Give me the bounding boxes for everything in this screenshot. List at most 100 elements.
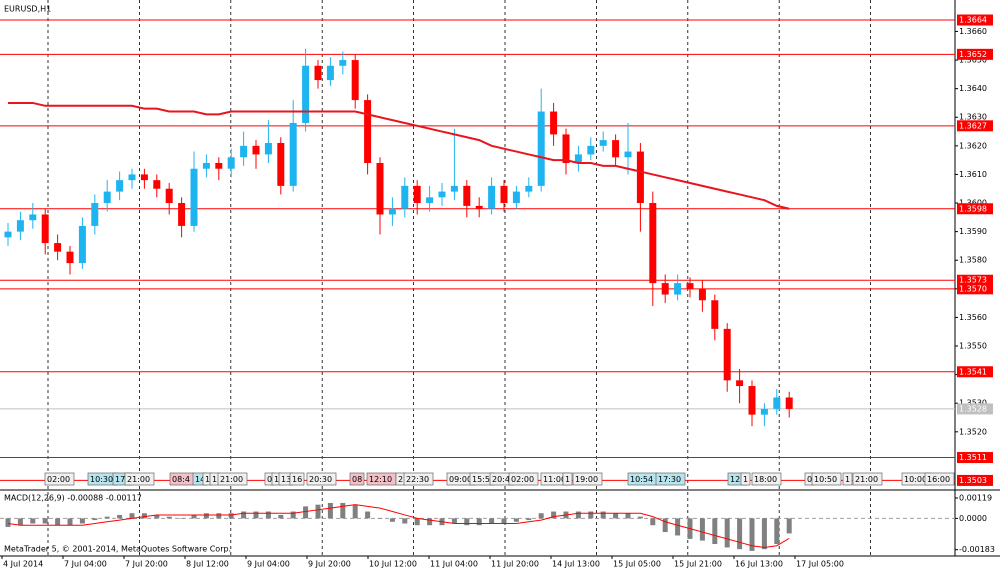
- candle-body: [711, 300, 719, 329]
- level-box: [957, 274, 993, 286]
- object-label: 08: [352, 475, 362, 484]
- candle-body: [103, 191, 111, 204]
- object-label-box: [740, 472, 751, 486]
- object-label: 16:00: [927, 475, 950, 484]
- macd-bar: [179, 518, 185, 519]
- level-box: [957, 120, 993, 132]
- x-tick-label: 9 Jul 20:00: [308, 560, 351, 569]
- object-label-box: [403, 472, 434, 486]
- object-label-box: [349, 472, 365, 486]
- macd-bar: [30, 518, 36, 524]
- level-label: 1.3652: [959, 50, 987, 59]
- macd-bar: [377, 518, 383, 519]
- level-label: 1.3541: [959, 367, 987, 376]
- macd-bar: [340, 502, 346, 519]
- candle-body: [599, 140, 607, 146]
- object-label-box: [924, 472, 955, 486]
- macd-bar: [526, 518, 532, 521]
- candle-body: [289, 122, 297, 186]
- object-label: 12:10: [369, 475, 392, 484]
- candle-body: [785, 397, 793, 409]
- object-label: 15:5: [472, 475, 490, 484]
- candle-body: [636, 151, 644, 204]
- object-label: 11:00: [543, 475, 566, 484]
- candle-body: [574, 154, 582, 163]
- level-label: 1.3570: [959, 284, 987, 293]
- candle-body: [190, 168, 198, 226]
- macd-bar: [575, 511, 581, 519]
- macd-bar: [761, 518, 767, 550]
- object-label: 1: [743, 475, 748, 484]
- macd-bar: [699, 518, 705, 541]
- y-tick-label: 1.3640: [959, 84, 987, 93]
- object-label: 17:30: [658, 475, 681, 484]
- candle-body: [116, 180, 124, 192]
- x-tick-label: 17 Jul 05:00: [796, 560, 844, 569]
- macd-bar: [5, 518, 11, 527]
- candle-body: [41, 214, 49, 244]
- object-label: 0: [807, 475, 812, 484]
- y-tick-label: 1.3600: [959, 199, 987, 208]
- candle-body: [351, 60, 359, 101]
- macd-bar: [662, 518, 668, 533]
- candle-body: [413, 185, 421, 204]
- candle-body: [562, 134, 570, 163]
- candle-body: [326, 65, 334, 81]
- macd-bar: [55, 518, 61, 526]
- macd-bar: [327, 502, 333, 519]
- object-label: 20:4: [492, 475, 510, 484]
- x-tick-label: 4 Jul 2014: [3, 560, 43, 569]
- window-title: EURUSD,H1: [4, 5, 51, 14]
- object-label: 1: [205, 475, 210, 484]
- object-label: 09:00: [449, 475, 472, 484]
- y-tick-label: 1.3620: [959, 141, 987, 150]
- object-label: 18:00: [754, 475, 777, 484]
- y-tick-label: 1.3650: [959, 56, 987, 65]
- object-label: 21:00: [127, 475, 150, 484]
- candle-body: [587, 145, 595, 155]
- candle-body: [438, 191, 446, 198]
- candle-body: [215, 163, 223, 169]
- macd-bar: [154, 514, 160, 519]
- level-box: [957, 366, 993, 378]
- candle-body: [178, 203, 186, 226]
- level-label: 1.3627: [959, 121, 987, 130]
- copyright: MetaTrader 5, © 2001-2014, MetaQuotes So…: [4, 545, 231, 554]
- candle-body: [16, 220, 24, 232]
- macd-bar: [650, 518, 656, 526]
- candle-body: [463, 185, 471, 206]
- candle-body: [426, 197, 434, 204]
- macd-bar: [303, 506, 309, 519]
- macd-bar: [117, 514, 123, 519]
- object-label: 1: [845, 475, 850, 484]
- macd-bar: [17, 518, 23, 526]
- macd-bar: [389, 518, 395, 522]
- candle-body: [252, 145, 260, 155]
- level-label: 1.3503: [959, 476, 987, 485]
- object-label: 2: [398, 475, 403, 484]
- object-label-box: [306, 472, 337, 486]
- candle-body: [661, 283, 669, 295]
- macd-bar: [290, 511, 296, 519]
- object-label-box: [852, 472, 883, 486]
- candle-body: [450, 185, 458, 192]
- level-label: 1.3598: [959, 204, 987, 213]
- candle-body: [760, 408, 768, 415]
- macd-bar: [129, 513, 135, 519]
- candle-body: [364, 100, 372, 163]
- object-label: 08:4: [172, 475, 190, 484]
- level-box: [957, 14, 993, 26]
- object-label: 10:00: [904, 475, 927, 484]
- candle-body: [500, 185, 508, 204]
- x-tick-label: 16 Jul 13:00: [735, 560, 783, 569]
- y-tick-label: 1.3590: [959, 227, 987, 236]
- macd-bar: [265, 511, 271, 519]
- candle-body: [128, 174, 136, 181]
- macd-bar: [241, 511, 247, 519]
- x-tick-label: 10 Jul 12:00: [369, 560, 417, 569]
- object-label-box: [811, 472, 842, 486]
- macd-bar: [551, 511, 557, 519]
- macd-bar: [352, 504, 358, 519]
- macd-bar: [253, 511, 259, 519]
